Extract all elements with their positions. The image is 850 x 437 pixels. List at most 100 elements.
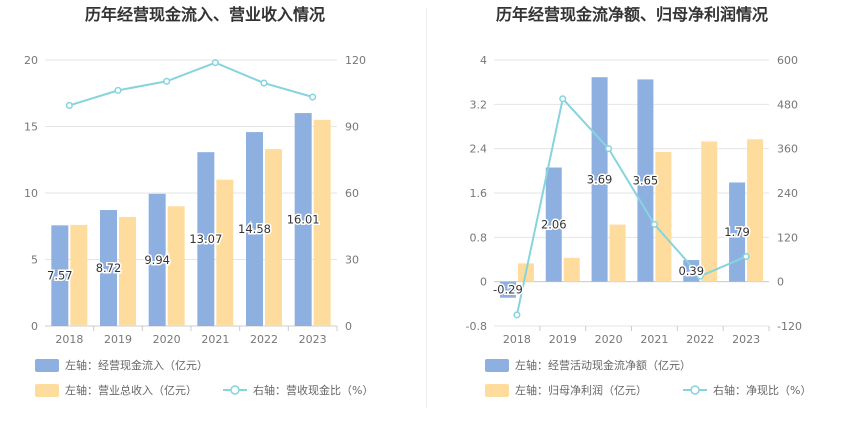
chart1-bar-blue bbox=[197, 152, 215, 326]
chart2-legend-label: 左轴：归母净利润（亿元） bbox=[515, 383, 647, 397]
chart1-legend-label: 左轴：经营现金流入（亿元） bbox=[65, 358, 208, 372]
chart1-data-label: 14.58 bbox=[238, 222, 271, 236]
chart1-line-point bbox=[163, 77, 171, 85]
chart2-line-point bbox=[605, 145, 613, 153]
chart1-data-label: 13.07 bbox=[189, 232, 222, 246]
chart1-legend-label: 右轴：营收现金比（%） bbox=[253, 383, 373, 397]
chart2-data-label: 3.69 bbox=[587, 172, 613, 186]
chart2-x-tick-label: 2019 bbox=[549, 333, 577, 346]
chart2-bar-blue bbox=[637, 79, 654, 282]
chart2-bar-yellow bbox=[701, 141, 718, 282]
chart2-data-label: 0.39 bbox=[678, 264, 704, 278]
chart1-bar-yellow bbox=[119, 216, 136, 326]
chart1-data-label: 8.72 bbox=[96, 261, 122, 275]
chart1-bar-blue bbox=[51, 225, 69, 326]
chart1-line-point bbox=[114, 86, 122, 94]
chart2-line-point bbox=[650, 220, 658, 228]
chart1-legend-line-marker bbox=[230, 385, 240, 395]
chart2-y-left-tick: 2.4 bbox=[470, 143, 488, 156]
chart2-legend-swatch bbox=[485, 359, 509, 372]
chart1-y-right-tick: 30 bbox=[345, 254, 359, 267]
chart1-y-left-tick: 10 bbox=[24, 187, 38, 200]
chart1-bar-blue bbox=[294, 113, 312, 326]
chart2-bar-blue bbox=[683, 260, 700, 282]
chart1-bar-yellow bbox=[70, 224, 88, 326]
chart2-y-right-tick: 120 bbox=[777, 231, 798, 244]
chart2-line-point bbox=[696, 272, 704, 280]
panel-divider bbox=[426, 8, 427, 408]
chart1-legend-swatch bbox=[35, 359, 59, 372]
chart1-bar-yellow bbox=[216, 179, 234, 326]
chart1-bar-blue bbox=[246, 132, 263, 326]
chart2-legend-line-marker bbox=[690, 385, 700, 395]
chart1-bar-yellow bbox=[265, 149, 282, 326]
chart2-line-series bbox=[515, 96, 747, 316]
chart1-legend-swatch bbox=[35, 384, 59, 397]
chart1-x-tick-label: 2019 bbox=[104, 333, 132, 346]
chart1-y-left-tick: 20 bbox=[24, 54, 38, 67]
chart2-y-right-tick: 600 bbox=[777, 54, 798, 67]
chart2-bar-blue bbox=[591, 77, 608, 282]
chart2-x-tick-label: 2021 bbox=[640, 333, 668, 346]
chart2-y-left-tick: 4 bbox=[480, 54, 487, 67]
chart2-title: 历年经营现金流净额、归母净利润情况 bbox=[496, 5, 768, 24]
chart1-bar-blue bbox=[148, 193, 166, 326]
chart1-title: 历年经营现金流入、营业收入情况 bbox=[85, 5, 325, 24]
chart1-y-left-tick: 15 bbox=[24, 121, 38, 134]
chart1-y-right-tick: 60 bbox=[345, 187, 359, 200]
chart1-y-left-tick: 0 bbox=[31, 320, 38, 333]
chart2-bar-yellow bbox=[609, 224, 626, 282]
chart1-data-label: 9.94 bbox=[144, 253, 170, 267]
chart2-x-tick-label: 2020 bbox=[595, 333, 623, 346]
chart2-bar-yellow bbox=[747, 139, 764, 282]
chart2-y-left-tick: 0.8 bbox=[470, 231, 488, 244]
chart1-bar-blue bbox=[100, 210, 117, 326]
chart2-bar-blue bbox=[499, 281, 516, 298]
chart1-line-series bbox=[69, 61, 313, 107]
chart2-line-point bbox=[742, 252, 750, 261]
chart2-x-tick-label: 2022 bbox=[686, 333, 714, 346]
chart2-data-label: 3.65 bbox=[633, 174, 659, 188]
chart2-y-left-tick: 1.6 bbox=[470, 187, 488, 200]
chart2-data-label: -0.29 bbox=[493, 283, 523, 297]
chart1-data-label: 7.57 bbox=[47, 269, 73, 283]
chart1-y-right-tick: 120 bbox=[345, 54, 366, 67]
chart2-data-label: 1.79 bbox=[724, 225, 750, 239]
chart1-y-right-tick: 0 bbox=[345, 320, 352, 333]
chart1-y-left-tick: 5 bbox=[31, 254, 38, 267]
chart2-line-point bbox=[559, 95, 567, 103]
chart2-bar-yellow bbox=[655, 151, 672, 282]
chart2-y-right-tick: 360 bbox=[777, 143, 798, 156]
chart1-x-tick-label: 2023 bbox=[299, 333, 327, 346]
chart1-x-tick-label: 2018 bbox=[55, 333, 83, 346]
chart2-bar-blue bbox=[729, 182, 746, 282]
chart2-y-left-tick: -0.8 bbox=[466, 320, 487, 333]
chart1-x-tick-label: 2021 bbox=[201, 333, 229, 346]
chart1-line-point bbox=[309, 93, 317, 101]
chart2-y-left-tick: 3.2 bbox=[470, 98, 488, 111]
chart2-y-right-tick: 480 bbox=[777, 98, 798, 111]
chart2-y-right-tick: 240 bbox=[777, 187, 798, 200]
chart2-y-left-tick: 0 bbox=[480, 276, 487, 289]
chart2-legend-swatch bbox=[485, 384, 509, 397]
chart1-line-point bbox=[65, 101, 73, 109]
chart1-data-label: 16.01 bbox=[287, 213, 320, 227]
chart2-x-tick-label: 2018 bbox=[503, 333, 531, 346]
chart1-legend-label: 左轴：营业总收入（亿元） bbox=[65, 383, 197, 397]
chart1-line-point bbox=[211, 59, 219, 67]
chart2-bar-blue bbox=[545, 167, 562, 282]
chart2-y-right-tick: 0 bbox=[777, 276, 784, 289]
chart2-line-point bbox=[513, 311, 521, 319]
chart2-legend-label: 右轴：净现比（%） bbox=[713, 383, 811, 397]
chart2-data-label: 2.06 bbox=[541, 218, 567, 232]
chart1-x-tick-label: 2022 bbox=[250, 333, 278, 346]
chart1-y-right-tick: 90 bbox=[345, 121, 359, 134]
chart2-x-tick-label: 2023 bbox=[732, 333, 760, 346]
chart1-bar-yellow bbox=[167, 206, 185, 326]
chart1-line-point bbox=[260, 79, 268, 87]
chart2-bar-yellow bbox=[563, 257, 580, 282]
chart2-y-right-tick: -120 bbox=[777, 320, 802, 333]
chart2-legend-label: 左轴：经营活动现金流净额（亿元） bbox=[515, 358, 691, 372]
chart1-x-tick-label: 2020 bbox=[153, 333, 181, 346]
